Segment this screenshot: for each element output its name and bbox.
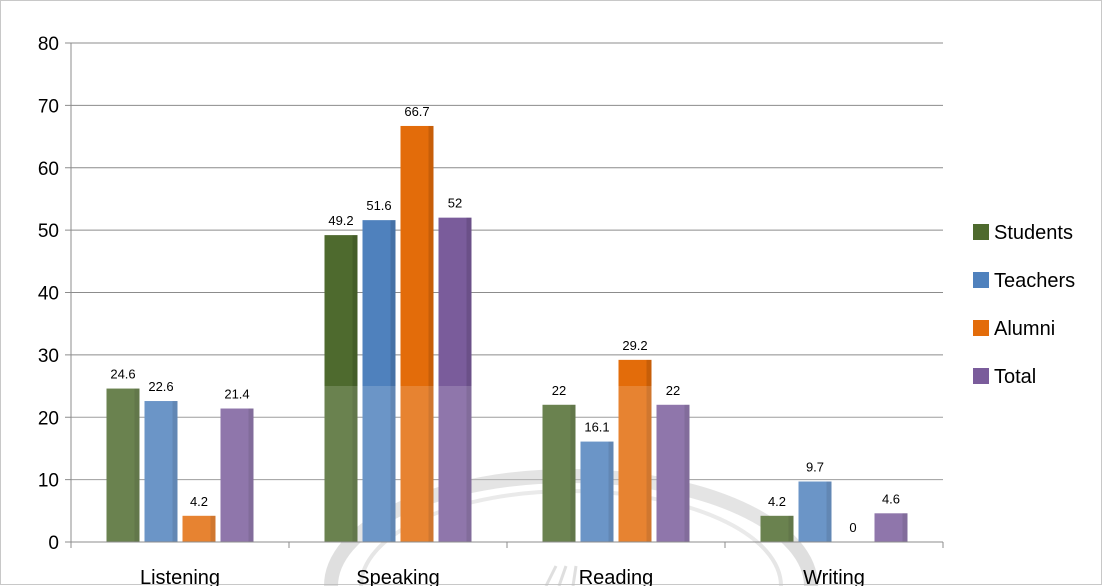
y-tick-label: 30 bbox=[38, 346, 59, 367]
bar-total-writing bbox=[874, 513, 908, 542]
legend-swatch-total bbox=[973, 368, 989, 384]
y-tick-label: 80 bbox=[38, 34, 59, 55]
bar-shade bbox=[902, 513, 908, 542]
legend: Students Teachers Alumni Total bbox=[973, 222, 1075, 388]
y-tick-label: 10 bbox=[38, 471, 59, 492]
data-label: 24.6 bbox=[110, 367, 135, 382]
data-label: 4.2 bbox=[768, 494, 786, 509]
bar-students-reading bbox=[542, 404, 576, 542]
bar-shade bbox=[570, 404, 576, 542]
legend-label-alumni: Alumni bbox=[994, 318, 1055, 340]
bar-students-speaking bbox=[324, 235, 358, 543]
bar-total-listening bbox=[220, 408, 254, 542]
bar-teachers-listening bbox=[144, 401, 178, 542]
legend-swatch-alumni bbox=[973, 320, 989, 336]
y-tick-label: 70 bbox=[38, 96, 59, 117]
bar-alumni-listening bbox=[182, 515, 216, 542]
data-label: 22 bbox=[552, 383, 566, 398]
y-tick-label: 50 bbox=[38, 221, 59, 242]
bar-students-listening bbox=[106, 388, 140, 542]
data-label: 16.1 bbox=[584, 420, 609, 435]
y-tick-label: 40 bbox=[38, 284, 59, 305]
gridlines bbox=[71, 42, 943, 481]
legend-swatch-teachers bbox=[973, 272, 989, 288]
bar-alumni-speaking bbox=[400, 125, 434, 543]
bar-shade bbox=[646, 359, 652, 542]
data-label: 9.7 bbox=[806, 459, 824, 474]
bar-shade bbox=[826, 481, 832, 542]
bar-teachers-reading bbox=[580, 441, 614, 542]
data-label: 21.4 bbox=[224, 387, 249, 402]
x-category-label: Reading bbox=[579, 567, 654, 586]
bars bbox=[106, 125, 908, 543]
legend-swatch-students bbox=[973, 224, 989, 240]
data-label: 52 bbox=[448, 196, 462, 211]
bar-total-speaking bbox=[438, 217, 472, 542]
data-label: 49.2 bbox=[328, 213, 353, 228]
bar-total-reading bbox=[656, 404, 690, 542]
legend-label-total: Total bbox=[994, 366, 1036, 388]
legend-label-teachers: Teachers bbox=[994, 270, 1075, 292]
bar-shade bbox=[608, 441, 614, 542]
watermark-band bbox=[71, 386, 943, 542]
bar-shade bbox=[172, 401, 178, 542]
bar-shade bbox=[466, 217, 472, 542]
y-tick-label: 0 bbox=[48, 533, 59, 554]
bar-shade bbox=[134, 388, 140, 542]
data-label: 29.2 bbox=[622, 338, 647, 353]
bar-students-writing bbox=[760, 515, 794, 542]
bar-shade bbox=[788, 515, 794, 542]
bar-shade bbox=[352, 235, 358, 543]
bar-teachers-writing bbox=[798, 481, 832, 542]
data-labels: 24.6 22.6 4.2 21.4 49.2 51.6 66.7 52 22 16.1 29.2 2… bbox=[110, 104, 900, 535]
data-label: 22.6 bbox=[148, 379, 173, 394]
bar-shade bbox=[684, 404, 690, 542]
bar-alumni-reading bbox=[618, 359, 652, 542]
bar-shade bbox=[248, 408, 254, 542]
bar-shade bbox=[390, 220, 396, 542]
x-category-label: Speaking bbox=[356, 567, 439, 586]
data-label: 4.2 bbox=[190, 494, 208, 509]
data-label: 0 bbox=[849, 520, 856, 535]
bar-shade bbox=[428, 125, 434, 543]
data-label: 51.6 bbox=[366, 198, 391, 213]
legend-label-students: Students bbox=[994, 222, 1073, 244]
bar-shade bbox=[210, 515, 216, 542]
data-label: 22 bbox=[666, 383, 680, 398]
data-label: 4.6 bbox=[882, 491, 900, 506]
y-tick-label: 60 bbox=[38, 159, 59, 180]
x-category-label: Listening bbox=[140, 567, 220, 586]
y-tick-label: 20 bbox=[38, 408, 59, 429]
x-category-label: Writing bbox=[803, 567, 865, 586]
data-label: 66.7 bbox=[404, 104, 429, 119]
bar-teachers-speaking bbox=[362, 220, 396, 542]
axes: 0 10 20 30 40 50 60 70 80 Listening Speaking Readin… bbox=[38, 34, 944, 586]
